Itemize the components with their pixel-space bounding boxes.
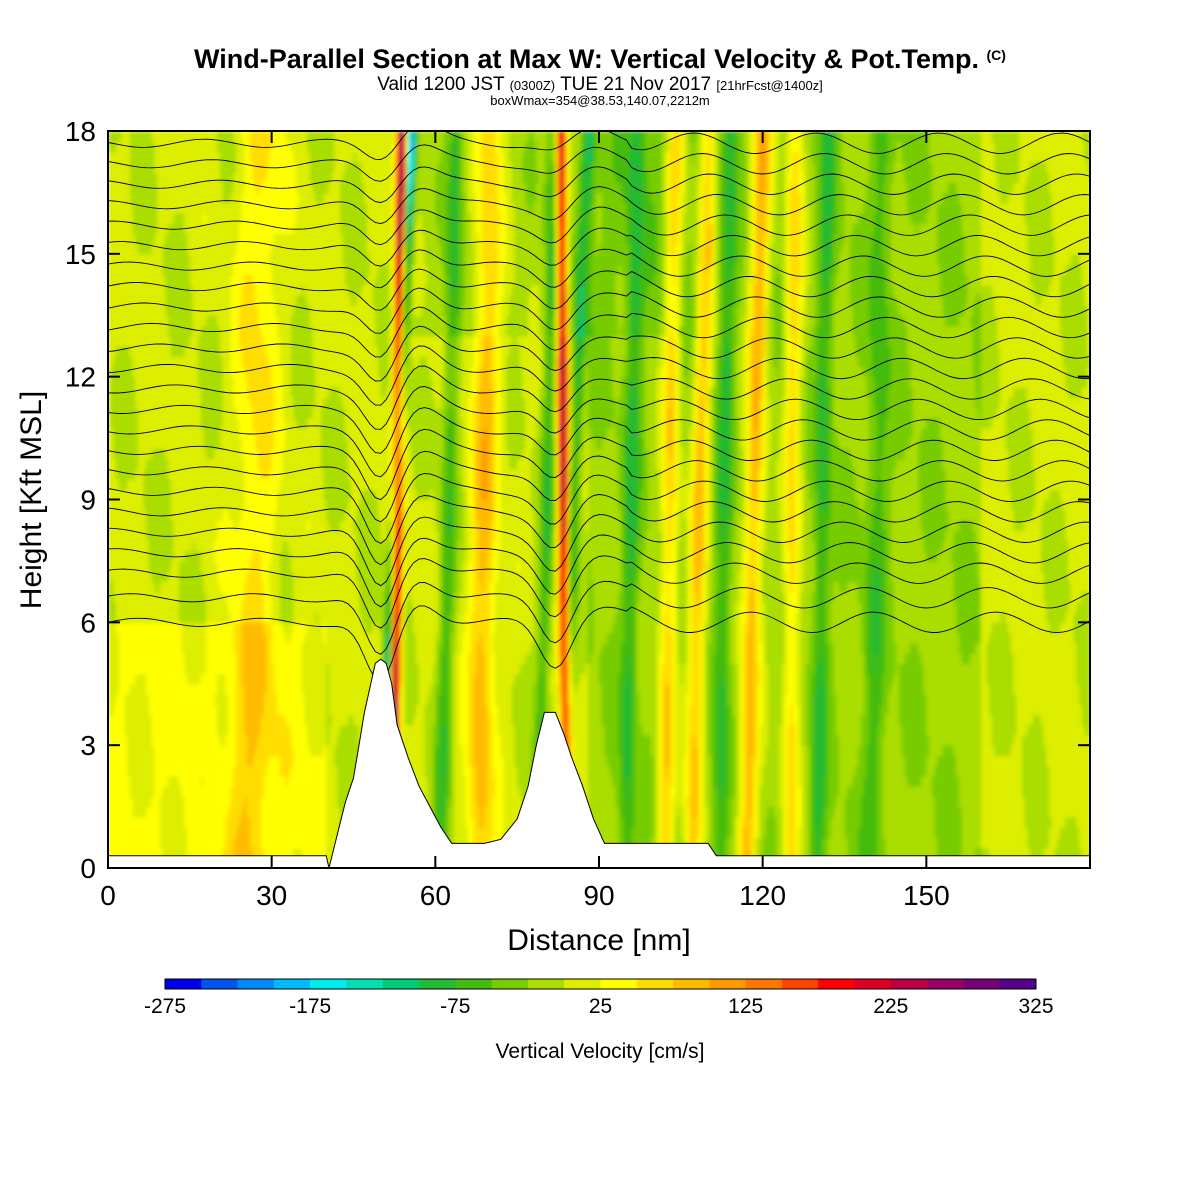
- y-tick-label: 12: [65, 362, 96, 393]
- colorbar-swatch: [601, 979, 638, 989]
- colorbar-swatch: [419, 979, 456, 989]
- colorbar-swatch: [855, 979, 892, 989]
- colorbar-tick-label: -75: [440, 995, 470, 1018]
- colorbar-swatch: [818, 979, 855, 989]
- y-tick-label: 18: [65, 116, 96, 147]
- x-tick-label: 0: [100, 880, 116, 911]
- colorbar-swatch: [709, 979, 746, 989]
- colorbar-swatch: [746, 979, 783, 989]
- y-tick-label: 0: [80, 853, 96, 884]
- colorbar-swatch: [963, 979, 1000, 989]
- colorbar-swatch: [927, 979, 964, 989]
- colorbar-swatch: [564, 979, 601, 989]
- colorbar-tick-label: 225: [873, 995, 908, 1018]
- x-axis-label: Distance [nm]: [507, 924, 690, 957]
- colorbar-swatch: [201, 979, 238, 989]
- colorbar-swatch: [782, 979, 819, 989]
- colorbar-swatch: [165, 979, 202, 989]
- y-tick-label: 3: [80, 730, 96, 761]
- colorbar-tick-label: -275: [144, 995, 186, 1018]
- x-tick-label: 90: [583, 880, 614, 911]
- y-tick-label: 15: [65, 239, 96, 270]
- y-tick-label: 6: [80, 607, 96, 638]
- colorbar-swatch: [891, 979, 928, 989]
- colorbar-swatch: [383, 979, 420, 989]
- colorbar-swatch: [528, 979, 565, 989]
- colorbar-swatch: [455, 979, 492, 989]
- colorbar-tick-label: 25: [589, 995, 612, 1018]
- y-axis-label: Height [Kft MSL]: [15, 391, 48, 609]
- colorbar-label: Vertical Velocity [cm/s]: [496, 1040, 705, 1063]
- colorbar-tick-label: 125: [728, 995, 763, 1018]
- colorbar-swatch: [1000, 979, 1037, 989]
- colorbar-tick-label: -175: [289, 995, 331, 1018]
- y-tick-label: 9: [80, 485, 96, 516]
- x-tick-label: 150: [903, 880, 950, 911]
- x-tick-label: 120: [739, 880, 786, 911]
- colorbar-swatch: [310, 979, 347, 989]
- vertical-velocity-field: [108, 123, 1091, 909]
- colorbar-swatch: [673, 979, 710, 989]
- colorbar-swatch: [637, 979, 674, 989]
- colorbar-swatch: [238, 979, 275, 989]
- x-tick-label: 30: [256, 880, 287, 911]
- colorbar: -275 -175 -75 25 125 225 325: [144, 979, 1054, 1018]
- colorbar-swatch: [274, 979, 311, 989]
- x-tick-label: 60: [420, 880, 451, 911]
- figure-page: Wind-Parallel Section at Max W: Vertical…: [0, 0, 1200, 1200]
- colorbar-swatch: [492, 979, 529, 989]
- colorbar-swatch: [346, 979, 383, 989]
- colorbar-tick-label: 325: [1018, 995, 1053, 1018]
- cross-section-chart: 0 30 60 90 120 150 0 3 6 9 12 15 18 Distance [nm] H…: [0, 0, 1200, 1200]
